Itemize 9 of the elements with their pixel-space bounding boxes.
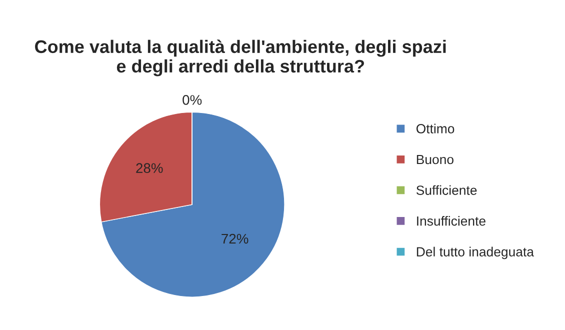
legend-label: Ottimo: [416, 124, 454, 134]
legend-label: Sufficiente: [416, 185, 477, 195]
text: 0%: [182, 95, 202, 105]
legend-label: Del tutto inadeguata: [416, 246, 534, 260]
data-label: 28%: [136, 163, 163, 173]
data-label: 72%: [222, 234, 248, 244]
chart-title: Come valuta la qualità dell'ambiente, degli spazi e degli arredi della struttura?: [35, 40, 446, 76]
legend-label: Buono: [416, 154, 454, 164]
legend-label: Insufficiente: [417, 216, 486, 226]
